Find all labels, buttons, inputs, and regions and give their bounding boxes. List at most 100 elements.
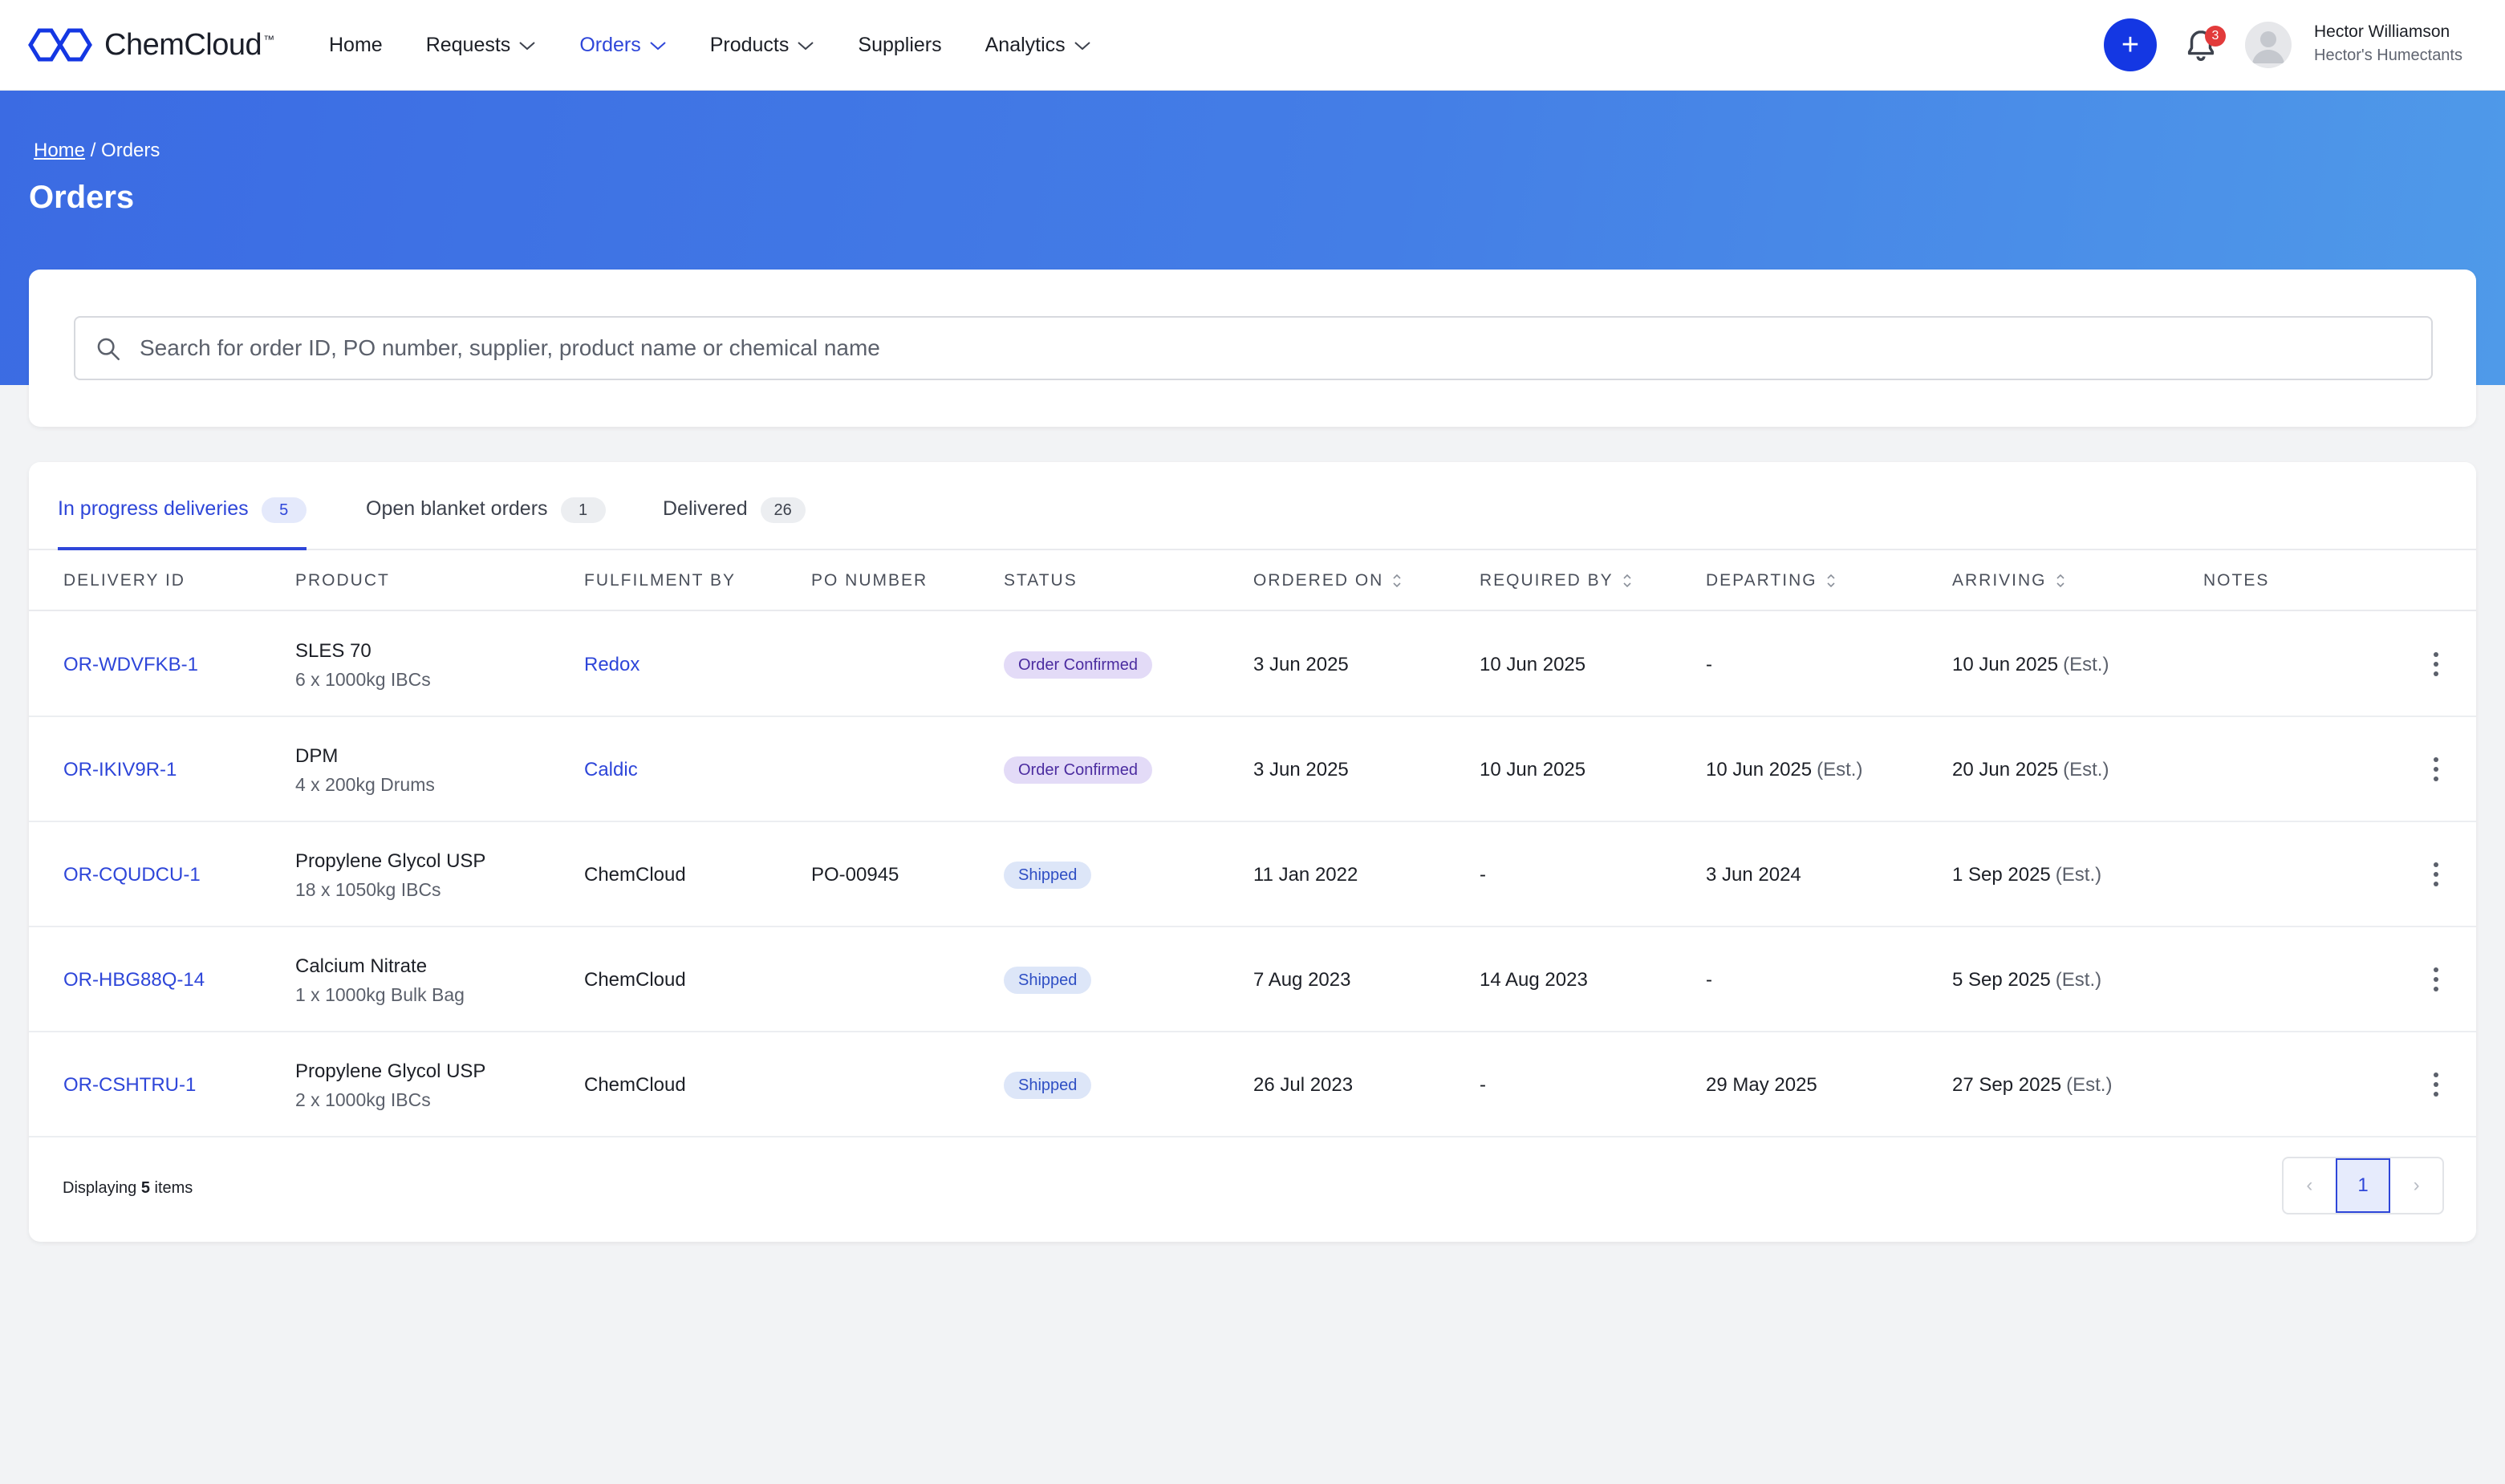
sort-icon[interactable] bbox=[1825, 572, 1837, 590]
delivery-id-link[interactable]: OR-CSHTRU-1 bbox=[63, 1074, 197, 1096]
next-page-button[interactable]: › bbox=[2413, 1174, 2420, 1196]
fulfilment-text: ChemCloud bbox=[584, 969, 686, 991]
table-row[interactable]: OR-CQUDCU-1 Propylene Glycol USP 18 x 1050… bbox=[29, 823, 2476, 927]
table-row[interactable]: OR-CSHTRU-1 Propylene Glycol USP 2 x 1000k… bbox=[29, 1033, 2476, 1137]
column-status: STATUS bbox=[1004, 571, 1078, 590]
breadcrumb-current: Orders bbox=[101, 140, 160, 161]
column-notes: NOTES bbox=[2203, 571, 2270, 590]
table-row[interactable]: OR-IKIV9R-1 DPM 4 x 200kg Drums Caldic Order… bbox=[29, 718, 2476, 822]
table-row[interactable]: OR-HBG88Q-14 Calcium Nitrate 1 x 1000kg Bu… bbox=[29, 928, 2476, 1032]
product-name: SLES 70 bbox=[295, 639, 371, 662]
table-header: DELIVERY ID PRODUCT FULFILMENT BY PO NUM… bbox=[29, 550, 2476, 611]
product-name: DPM bbox=[295, 744, 339, 767]
product-quantity: 4 x 200kg Drums bbox=[295, 773, 435, 795]
create-button[interactable]: + bbox=[2104, 18, 2157, 71]
column-arriving[interactable]: ARRIVING bbox=[1952, 550, 2066, 611]
product-quantity: 18 x 1050kg IBCs bbox=[295, 878, 441, 900]
nav-item-label: Home bbox=[329, 34, 383, 56]
chevron-down-icon bbox=[518, 34, 536, 57]
user-name[interactable]: Hector Williamson bbox=[2314, 22, 2450, 41]
page-1-button[interactable]: 1 bbox=[2335, 1158, 2391, 1213]
avatar[interactable] bbox=[2245, 22, 2292, 68]
tab-label: In progress deliveries bbox=[58, 497, 249, 520]
nav-item-label: Orders bbox=[579, 34, 641, 56]
delivery-id-link[interactable]: OR-IKIV9R-1 bbox=[63, 759, 177, 781]
required-by-date: 14 Aug 2023 bbox=[1480, 969, 1588, 991]
tab-label: Delivered bbox=[663, 497, 748, 520]
required-by-date: 10 Jun 2025 bbox=[1480, 759, 1586, 781]
breadcrumb-separator: / bbox=[85, 140, 102, 161]
tab-label: Open blanket orders bbox=[366, 497, 548, 520]
fulfilment-link[interactable]: Redox bbox=[584, 654, 640, 675]
main-nav: Home Requests Orders Products Suppliers Analy… bbox=[329, 0, 1135, 91]
row-actions-button[interactable] bbox=[2428, 858, 2444, 890]
column-ordered-on[interactable]: ORDERED ON bbox=[1253, 550, 1403, 611]
tab-count-badge: 26 bbox=[760, 497, 806, 523]
more-vertical-icon bbox=[2434, 862, 2438, 886]
arriving-estimate-label: (Est.) bbox=[2063, 759, 2109, 781]
column-departing[interactable]: DEPARTING bbox=[1706, 550, 1837, 611]
status-badge: Order Confirmed bbox=[1004, 756, 1152, 784]
nav-item-requests[interactable]: Requests bbox=[426, 34, 537, 57]
search-card bbox=[29, 270, 2476, 427]
sort-icon[interactable] bbox=[2055, 572, 2066, 590]
arriving-date: 10 Jun 2025 bbox=[1952, 654, 2059, 675]
ordered-on-date: 26 Jul 2023 bbox=[1253, 1074, 1354, 1096]
nav-item-label: Requests bbox=[425, 34, 511, 56]
tab-delivered[interactable]: Delivered 26 bbox=[663, 497, 806, 550]
row-actions-button[interactable] bbox=[2428, 648, 2444, 680]
chevron-down-icon bbox=[649, 34, 667, 57]
notifications-button[interactable]: 3 bbox=[2181, 22, 2227, 69]
search-box bbox=[74, 316, 2433, 380]
arriving-estimate-label: (Est.) bbox=[2063, 654, 2109, 675]
row-actions-button[interactable] bbox=[2428, 1068, 2444, 1101]
breadcrumb-home-link[interactable]: Home bbox=[34, 140, 86, 161]
fulfilment-link[interactable]: Caldic bbox=[584, 759, 638, 781]
product-quantity: 1 x 1000kg Bulk Bag bbox=[295, 983, 465, 1005]
nav-item-suppliers[interactable]: Suppliers bbox=[858, 34, 941, 57]
orders-card: In progress deliveries 5 Open blanket orde… bbox=[29, 462, 2476, 1242]
departing-date: 10 Jun 2025 bbox=[1706, 759, 1813, 781]
nav-item-products[interactable]: Products bbox=[710, 34, 815, 57]
chevron-down-icon bbox=[797, 34, 814, 57]
column-product: PRODUCT bbox=[295, 571, 390, 590]
required-by-date: - bbox=[1480, 864, 1486, 886]
nav-item-label: Analytics bbox=[985, 34, 1066, 56]
nav-item-home[interactable]: Home bbox=[329, 34, 383, 57]
row-actions-button[interactable] bbox=[2428, 753, 2444, 785]
more-vertical-icon bbox=[2434, 652, 2438, 676]
row-actions-button[interactable] bbox=[2428, 963, 2444, 995]
search-input[interactable] bbox=[140, 318, 2418, 379]
column-delivery-id: DELIVERY ID bbox=[63, 571, 185, 590]
required-by-date: 10 Jun 2025 bbox=[1480, 654, 1586, 675]
search-icon bbox=[97, 338, 120, 361]
column-required-by[interactable]: REQUIRED BY bbox=[1480, 550, 1633, 611]
fulfilment-text: ChemCloud bbox=[584, 864, 686, 886]
delivery-id-link[interactable]: OR-HBG88Q-14 bbox=[63, 969, 205, 991]
nav-item-analytics[interactable]: Analytics bbox=[985, 34, 1091, 57]
product-name: Propylene Glycol USP bbox=[295, 849, 486, 872]
delivery-id-link[interactable]: OR-WDVFKB-1 bbox=[63, 654, 198, 675]
arriving-date: 20 Jun 2025 bbox=[1952, 759, 2059, 781]
arriving-date: 27 Sep 2025 bbox=[1952, 1074, 2062, 1096]
tab-count-badge: 1 bbox=[560, 497, 606, 523]
ordered-on-date: 3 Jun 2025 bbox=[1253, 759, 1349, 781]
sort-icon[interactable] bbox=[1391, 572, 1403, 590]
ordered-on-date: 3 Jun 2025 bbox=[1253, 654, 1349, 675]
nav-item-label: Products bbox=[709, 34, 790, 56]
tab-open-blanket-orders[interactable]: Open blanket orders 1 bbox=[366, 497, 606, 550]
sort-icon[interactable] bbox=[1622, 572, 1633, 590]
prev-page-button[interactable]: ‹ bbox=[2306, 1174, 2313, 1196]
tab-in-progress-deliveries[interactable]: In progress deliveries 5 bbox=[58, 497, 307, 550]
nav-item-orders[interactable]: Orders bbox=[579, 34, 666, 57]
breadcrumb: Home / Orders bbox=[34, 140, 160, 162]
brand-name: ChemCloud ™ bbox=[104, 27, 274, 62]
table-row[interactable]: OR-WDVFKB-1 SLES 70 6 x 1000kg IBCs Redox Or… bbox=[29, 613, 2476, 717]
delivery-id-link[interactable]: OR-CQUDCU-1 bbox=[63, 864, 201, 886]
chevron-down-icon bbox=[1074, 34, 1091, 57]
brand-logo[interactable]: ChemCloud ™ bbox=[27, 19, 274, 71]
column-fulfilment: FULFILMENT BY bbox=[584, 571, 736, 590]
status-badge: Order Confirmed bbox=[1004, 651, 1152, 679]
product-quantity: 2 x 1000kg IBCs bbox=[295, 1089, 431, 1110]
required-by-date: - bbox=[1480, 1074, 1486, 1096]
